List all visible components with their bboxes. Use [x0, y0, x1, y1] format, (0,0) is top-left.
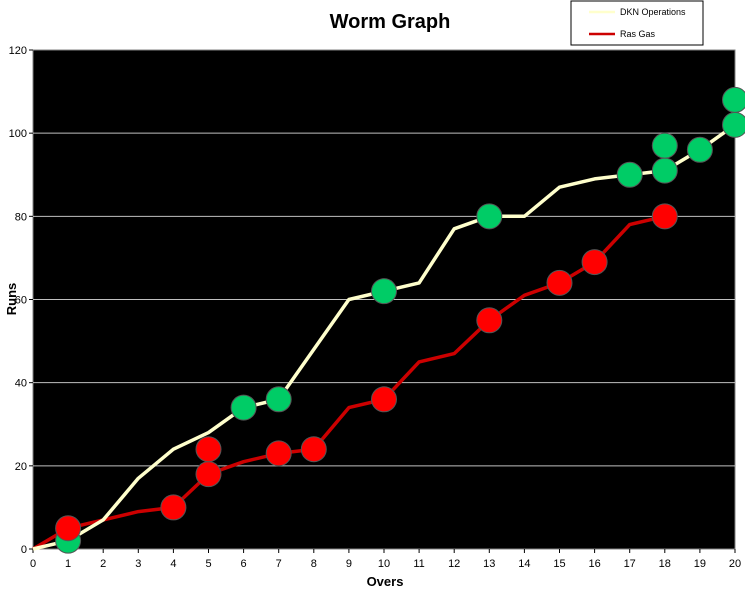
x-tick-label-18: 18 [659, 558, 671, 570]
wicket-markers [55, 86, 745, 554]
x-tick-label-10: 10 [378, 558, 390, 570]
x-tick-label-3: 3 [135, 558, 141, 570]
wicket-marker-dkn-operations-7 [651, 132, 678, 159]
wicket-marker-dkn-operations-9 [722, 111, 745, 138]
x-tick-label-4: 4 [170, 558, 176, 570]
wicket-marker-ras-gas-7 [476, 307, 503, 334]
wicket-marker-ras-gas-5 [300, 436, 327, 463]
wicket-marker-ras-gas-4 [265, 440, 292, 467]
y-axis-title: Runs [4, 283, 19, 316]
legend-label-ras-gas: Ras Gas [620, 29, 656, 39]
y-tick-label-60: 60 [15, 295, 27, 307]
wicket-marker-dkn-operations-1 [230, 394, 257, 421]
x-axis-title: Overs [367, 574, 404, 589]
grid-lines [33, 132, 735, 467]
x-tick-label-19: 19 [694, 558, 706, 570]
wicket-marker-dkn-operations-8 [686, 136, 713, 163]
wicket-marker-dkn-operations-10 [722, 86, 745, 113]
x-tick-label-11: 11 [413, 558, 424, 570]
wicket-marker-dkn-operations-5 [616, 161, 643, 188]
wicket-marker-ras-gas-0 [55, 515, 82, 542]
wicket-marker-dkn-operations-6 [651, 157, 678, 184]
x-tick-label-1: 1 [65, 558, 71, 570]
x-tick-label-7: 7 [276, 558, 282, 570]
wicket-marker-ras-gas-9 [581, 249, 608, 276]
x-axis-ticks: 0 1 2 3 4 5 6 7 8 9 10 11 12 13 14 15 16 17 18 19 20 [30, 549, 741, 570]
wicket-marker-ras-gas-2 [195, 461, 222, 488]
legend-label-dkn-operations: DKN Operations [620, 7, 686, 17]
x-tick-label-2: 2 [100, 558, 106, 570]
wicket-marker-dkn-operations-4 [476, 203, 503, 230]
wicket-marker-ras-gas-3 [195, 436, 222, 463]
wicket-marker-ras-gas-10 [651, 203, 678, 230]
x-tick-label-12: 12 [448, 558, 460, 570]
x-tick-label-0: 0 [30, 558, 36, 570]
legend-box [570, 0, 704, 46]
x-tick-label-17: 17 [624, 558, 636, 570]
wicket-marker-dkn-operations-2 [265, 386, 292, 413]
wicket-marker-ras-gas-6 [371, 386, 397, 413]
legend: DKN Operations Ras Gas [570, 0, 704, 46]
wicket-marker-dkn-operations-3 [371, 278, 397, 305]
x-tick-label-5: 5 [205, 558, 211, 570]
wicket-marker-ras-gas-8 [546, 269, 573, 296]
x-tick-label-14: 14 [518, 558, 530, 570]
y-tick-label-80: 80 [15, 211, 27, 223]
y-tick-label-20: 20 [15, 461, 27, 473]
chart-title: Worm Graph [330, 11, 451, 33]
y-tick-label-100: 100 [9, 128, 27, 140]
y-tick-label-120: 120 [9, 45, 27, 57]
x-tick-label-15: 15 [553, 558, 565, 570]
x-tick-label-16: 16 [588, 558, 600, 570]
x-tick-label-20: 20 [729, 558, 741, 570]
x-tick-label-13: 13 [483, 558, 495, 570]
y-tick-label-0: 0 [21, 544, 27, 556]
y-axis-ticks: 0 20 40 60 80 100 120 [9, 45, 33, 556]
wicket-marker-ras-gas-1 [160, 494, 187, 521]
y-tick-label-40: 40 [15, 378, 27, 390]
x-tick-label-8: 8 [311, 558, 317, 570]
x-tick-label-6: 6 [241, 558, 247, 570]
x-tick-label-9: 9 [346, 558, 352, 570]
